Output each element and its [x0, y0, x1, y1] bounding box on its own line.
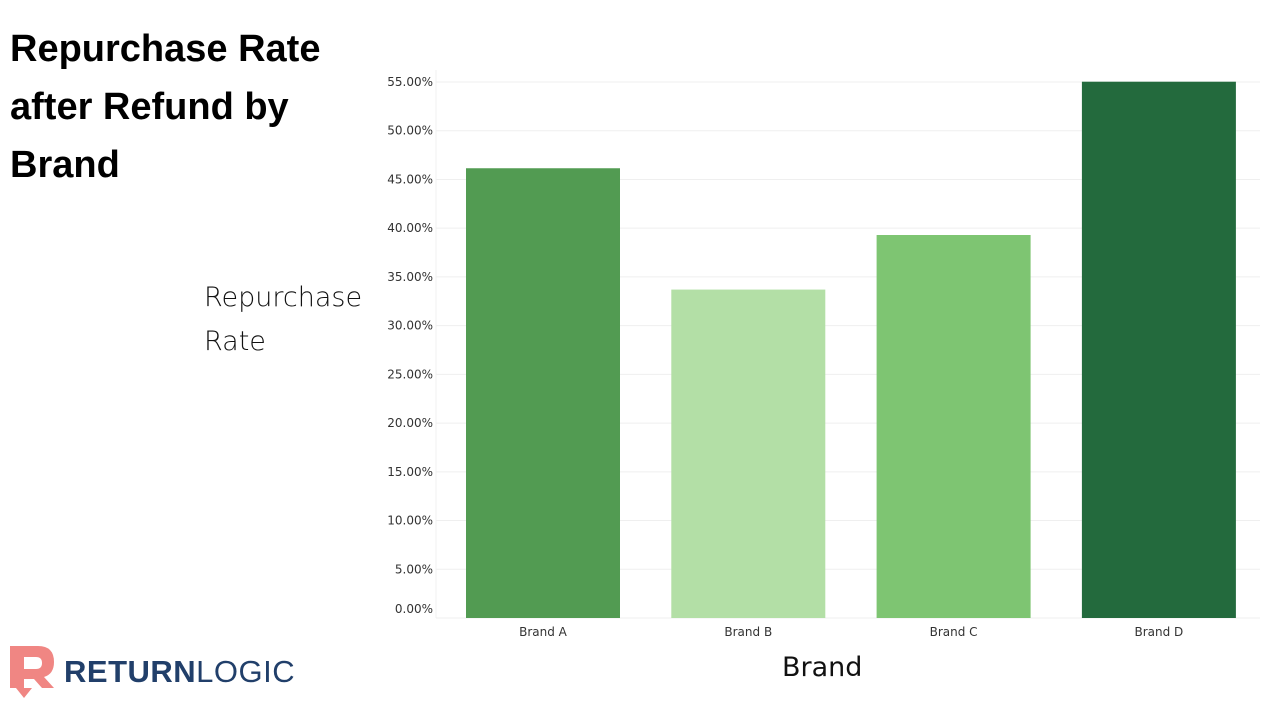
bar-brand-d — [1081, 81, 1236, 618]
logo-text-light: LOGIC — [196, 654, 296, 689]
chart-title: Repurchase Rate after Refund by Brand — [10, 28, 321, 186]
y-tick-label: 10.00% — [387, 514, 433, 528]
y-tick-label: 15.00% — [387, 465, 433, 479]
y-tick-label: 20.00% — [387, 416, 433, 430]
x-tick-label: Brand D — [1135, 625, 1184, 639]
y-tick-label: 25.00% — [387, 367, 433, 381]
bar-brand-a — [466, 168, 620, 619]
y-tick-label: 40.00% — [387, 221, 433, 235]
x-tick-label: Brand B — [724, 625, 772, 639]
y-tick-label: 30.00% — [387, 319, 433, 333]
y-tick-label: 35.00% — [387, 270, 433, 284]
y-tick-label: 45.00% — [387, 172, 433, 186]
bar-brand-c — [876, 235, 1031, 618]
x-axis-label: Brand — [782, 652, 863, 683]
y-axis-label: Repurchase Rate — [204, 282, 363, 357]
x-tick-label: Brand A — [519, 625, 568, 639]
bar-brand-b — [671, 289, 826, 618]
x-tick-label: Brand C — [930, 625, 978, 639]
y-tick-label: 0.00% — [395, 602, 433, 616]
y-tick-label: 5.00% — [395, 562, 433, 576]
y-tick-label: 50.00% — [387, 124, 433, 138]
logo-text-bold: RETURN — [64, 654, 197, 689]
returnlogic-logo: RETURNLOGIC — [8, 644, 295, 700]
r-return-arrow-icon — [10, 646, 54, 698]
y-tick-label: 55.00% — [387, 75, 433, 89]
